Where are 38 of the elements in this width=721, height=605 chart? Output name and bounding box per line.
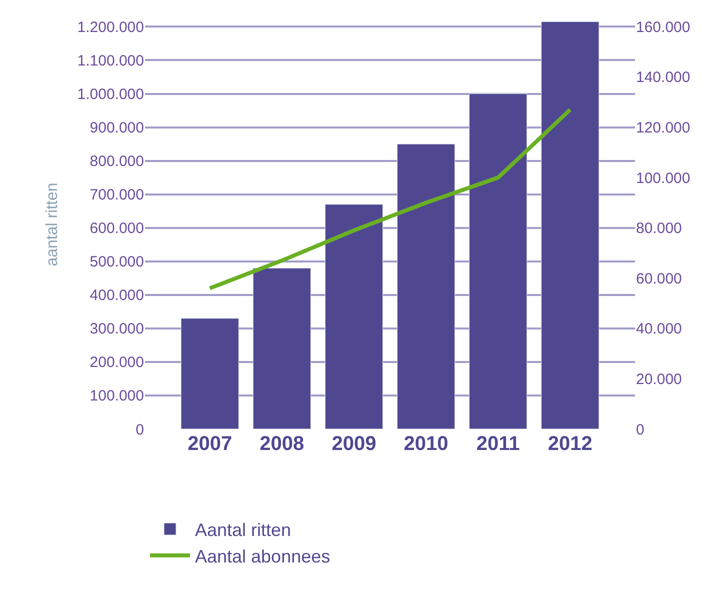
legend-label: Aantal ritten (195, 520, 292, 540)
y2-tick-label: 100.000 (636, 170, 690, 187)
x-tick-label: 2010 (404, 433, 448, 455)
y2-tick-label: 160.000 (636, 18, 690, 36)
bar (396, 144, 456, 429)
y-tick-label: 1.000.000 (77, 86, 144, 103)
bar (252, 268, 311, 429)
y-axis-title: aantal ritten (44, 182, 62, 266)
y-tick-label: 900.000 (90, 120, 144, 137)
y-tick-label: 100.000 (90, 388, 144, 405)
y2-tick-label: 120.000 (636, 120, 690, 137)
bar (541, 21, 600, 429)
x-tick-label: 2011 (476, 433, 520, 455)
y-tick-label: 300.000 (90, 320, 144, 338)
line-series (208, 108, 572, 290)
y2-tick-label: 40.000 (636, 320, 682, 338)
y2-tick-label: 20.000 (636, 370, 682, 388)
y2-tick-label: 60.000 (636, 270, 682, 288)
y-tick-label: 1.100.000 (77, 52, 144, 70)
y-tick-label: 400.000 (90, 287, 144, 304)
x-tick-label: 2008 (260, 433, 304, 455)
bar (469, 94, 528, 429)
y2-tick-label: 0 (636, 421, 644, 438)
bar (324, 204, 384, 429)
bar (180, 318, 239, 429)
y-tick-label: 600.000 (90, 220, 144, 238)
y2-tick-label: 140.000 (636, 69, 690, 86)
y-tick-label: 500.000 (90, 254, 144, 271)
y-tick-label: 800.000 (90, 153, 144, 170)
y-tick-label: 200.000 (90, 354, 144, 372)
x-tick-label: 2012 (548, 433, 592, 455)
y-tick-label: 0 (136, 421, 144, 438)
x-tick-label: 2009 (332, 433, 376, 455)
y2-tick-label: 80.000 (636, 220, 682, 238)
legend-label: Aantal abonnees (195, 546, 330, 566)
x-tick-label: 2007 (188, 433, 232, 455)
y-tick-label: 700.000 (90, 186, 144, 204)
y-tick-label: 1.200.000 (77, 18, 144, 36)
